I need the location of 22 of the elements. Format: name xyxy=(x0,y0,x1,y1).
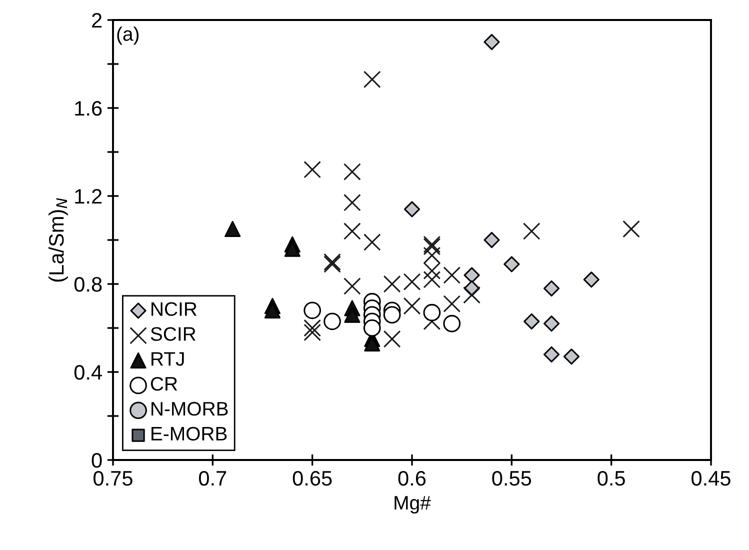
y-axis-title: (La/Sm)$_{N}$ xyxy=(48,198,68,282)
x-tick-label: 0.45 xyxy=(692,470,730,486)
legend-label: NCIR xyxy=(152,302,197,316)
legend-label: E-MORB xyxy=(152,426,227,441)
annotation: (a) xyxy=(117,26,139,45)
y-tick-label: 2 xyxy=(92,13,102,28)
x-axis-title: Mg# xyxy=(394,496,431,514)
x-tick-label: 0.6 xyxy=(398,470,426,486)
y-tick-label: 0.4 xyxy=(74,365,102,380)
x-tick-label: 0.55 xyxy=(492,470,532,486)
y-tick-label: 0.8 xyxy=(74,277,102,292)
legend-label: SCIR xyxy=(150,327,196,341)
x-tick-label: 0.7 xyxy=(199,470,226,486)
x-tick-label: 0.5 xyxy=(598,470,625,486)
legend-label: N-MORB xyxy=(152,402,228,416)
x-tick-label: 0.75 xyxy=(94,470,132,486)
y-tick-label: 1.6 xyxy=(75,101,102,116)
legend-label: RTJ xyxy=(152,352,184,366)
y-tick-label: 0 xyxy=(92,453,102,468)
legend-label: CR xyxy=(150,376,178,391)
x-tick-label: 0.65 xyxy=(292,470,332,486)
y-tick-label: 1.2 xyxy=(75,189,102,204)
